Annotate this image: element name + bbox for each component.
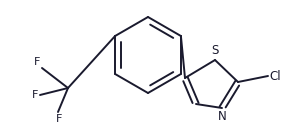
Text: F: F <box>32 90 38 100</box>
Text: N: N <box>218 110 226 123</box>
Text: S: S <box>211 44 219 57</box>
Text: Cl: Cl <box>269 69 281 82</box>
Text: F: F <box>34 57 40 67</box>
Text: F: F <box>56 114 62 124</box>
